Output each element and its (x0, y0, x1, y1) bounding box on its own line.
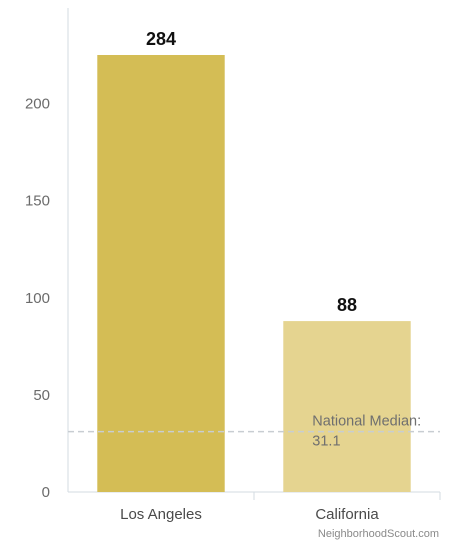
y-tick-labels: 0 50 100 150 200 (25, 96, 50, 501)
bar-california (283, 321, 411, 492)
national-median-label: National Median: (312, 414, 421, 430)
x-tick-labels: Los Angeles California (120, 492, 441, 523)
x-tick-label: California (315, 506, 379, 523)
national-median-value: 31.1 (312, 434, 340, 450)
bars: 284 88 (97, 29, 411, 492)
source-credit: NeighborhoodScout.com (318, 528, 439, 540)
y-tick-label: 0 (42, 484, 50, 501)
bar-los-angeles (97, 55, 225, 492)
y-tick-label: 150 (25, 193, 50, 210)
y-tick-label: 100 (25, 290, 50, 307)
data-label: 88 (337, 295, 357, 315)
data-label: 284 (146, 29, 176, 49)
x-tick-label: Los Angeles (120, 506, 202, 523)
y-tick-label: 200 (25, 96, 50, 113)
y-tick-label: 50 (33, 387, 50, 404)
